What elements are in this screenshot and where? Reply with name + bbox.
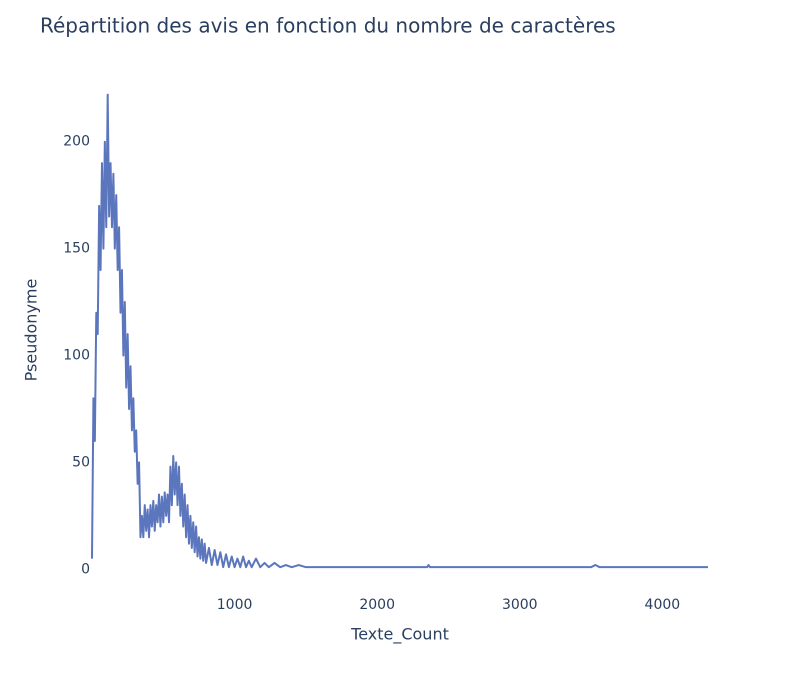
x-axis-label: Texte_Count	[350, 625, 449, 645]
y-tick-label: 100	[63, 348, 90, 364]
y-tick-label: 150	[63, 241, 90, 257]
x-tick-label: 4000	[645, 597, 681, 613]
y-tick-label: 0	[81, 561, 90, 577]
y-tick-label: 50	[72, 454, 90, 470]
x-tick-label: 3000	[502, 597, 538, 613]
line	[91, 93, 708, 569]
x-tick-label: 2000	[359, 597, 395, 613]
y-axis-label: Pseudonyme	[22, 279, 41, 382]
y-tick-label: 200	[63, 134, 90, 150]
chart-title: Répartition des avis en fonction du nomb…	[40, 14, 616, 38]
x-tick-label: 1000	[217, 597, 253, 613]
